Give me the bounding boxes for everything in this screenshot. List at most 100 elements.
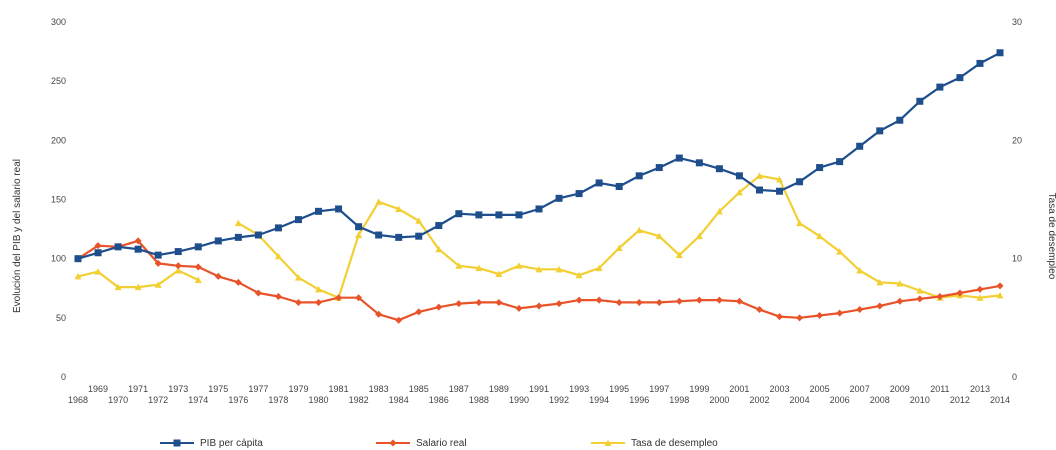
series-1-point-46 <box>996 282 1004 290</box>
legend: PIB per cápita Salario real Tasa de desemp… <box>160 438 718 449</box>
x-tick-label-lower-22: 2012 <box>950 395 970 405</box>
series-0-point-45 <box>976 59 984 67</box>
series-0-point-36 <box>796 178 804 186</box>
y-axis-title: Evolución del PIB y del salario real <box>12 159 23 313</box>
series-2-point-5 <box>174 267 182 274</box>
series-0-point-8 <box>234 233 242 241</box>
y2-tick-label-3: 30 <box>1012 17 1022 27</box>
left-axis-ticks: 0 50 100 150 200 250 300 <box>51 17 66 382</box>
series-1-point-17 <box>415 308 423 316</box>
x-tick-label-lower-11: 1990 <box>509 395 529 405</box>
x-tick-label-upper-21: 2011 <box>930 384 949 394</box>
x-tick-label-upper-22: 2013 <box>970 384 990 394</box>
series-line-2 <box>77 174 1001 299</box>
x-axis-ticks: 1969 1971 1973 1975 1977 1979 1981 1983 1985 1987… <box>68 384 1010 405</box>
series-1-point-42 <box>916 295 924 303</box>
series-0-point-15 <box>375 231 383 239</box>
x-tick-label-upper-9: 1987 <box>449 384 469 394</box>
x-tick-label-lower-19: 2006 <box>830 395 850 405</box>
series-1-point-36 <box>796 314 804 322</box>
series-1-point-45 <box>976 285 984 293</box>
series-0-point-42 <box>916 97 924 105</box>
x-tick-label-upper-3: 1975 <box>208 384 228 394</box>
series-1-point-39 <box>856 306 864 314</box>
series-2-point-41 <box>896 280 904 287</box>
x-tick-label-upper-1: 1971 <box>128 384 148 394</box>
series-0-point-35 <box>776 187 784 195</box>
x-tick-label-lower-23: 2014 <box>990 395 1010 405</box>
series-1-point-26 <box>595 296 603 304</box>
series-2-point-36 <box>796 219 804 227</box>
series-2-point-22 <box>515 262 523 269</box>
series-2 <box>74 172 1004 301</box>
x-tick-label-lower-16: 2000 <box>709 395 729 405</box>
series-0-point-3 <box>134 245 142 253</box>
x-tick-label-upper-4: 1977 <box>248 384 268 394</box>
series-0-point-26 <box>595 179 603 187</box>
series-0-point-10 <box>274 224 282 232</box>
legend-marker-2 <box>604 439 612 446</box>
series-0-point-33 <box>735 172 743 180</box>
series-2-point-46 <box>996 291 1004 299</box>
series-2-point-2 <box>114 283 122 291</box>
series-2-point-24 <box>555 265 563 273</box>
series-2-point-45 <box>976 294 984 301</box>
series-2-point-40 <box>876 278 884 286</box>
x-tick-label-upper-15: 1999 <box>689 384 709 394</box>
x-tick-label-upper-18: 2005 <box>810 384 830 394</box>
series-0-point-40 <box>876 127 884 135</box>
x-tick-label-upper-12: 1993 <box>569 384 589 394</box>
x-tick-label-upper-6: 1981 <box>329 384 349 394</box>
x-tick-label-lower-12: 1992 <box>549 395 569 405</box>
y2-tick-label-1: 10 <box>1012 254 1022 264</box>
x-tick-label-upper-19: 2007 <box>850 384 870 394</box>
y-tick-label-3: 150 <box>51 195 66 205</box>
series-2-point-10 <box>274 252 282 260</box>
series-2-point-11 <box>294 274 302 281</box>
y2-tick-label-2: 20 <box>1012 135 1022 145</box>
series-0-point-14 <box>355 223 363 231</box>
x-tick-label-lower-13: 1994 <box>589 395 609 405</box>
series-0-point-17 <box>415 232 423 240</box>
series-0-point-41 <box>896 116 904 124</box>
x-tick-label-lower-17: 2002 <box>749 395 769 405</box>
x-tick-label-upper-5: 1979 <box>288 384 308 394</box>
x-tick-label-upper-13: 1995 <box>609 384 629 394</box>
series-1-point-29 <box>655 298 663 306</box>
x-tick-label-lower-8: 1984 <box>389 395 409 405</box>
x-tick-label-lower-15: 1998 <box>669 395 689 405</box>
series-1 <box>74 237 1004 324</box>
series-1-point-11 <box>294 298 302 306</box>
series-2-point-0 <box>74 272 82 280</box>
series-2-point-19 <box>455 262 463 269</box>
series-0-point-1 <box>94 249 102 257</box>
series-2-point-12 <box>315 285 323 293</box>
x-tick-label-lower-21: 2010 <box>910 395 930 405</box>
series-0-point-25 <box>575 190 583 198</box>
legend-marker-0 <box>173 439 181 447</box>
y-tick-label-2: 100 <box>51 254 66 264</box>
series-1-point-25 <box>575 296 583 304</box>
series-1-point-40 <box>876 302 884 310</box>
y2-axis-title: Tasa de desempleo <box>1046 193 1056 280</box>
series-2-point-15 <box>375 198 383 205</box>
x-tick-label-lower-6: 1980 <box>309 395 329 405</box>
series-0-point-31 <box>695 159 703 167</box>
series-2-point-34 <box>755 172 763 179</box>
series-0-point-19 <box>455 210 463 218</box>
series-0-point-24 <box>555 194 563 202</box>
series-1-point-28 <box>635 298 643 306</box>
series-0-point-9 <box>254 231 262 239</box>
y-tick-label-6: 300 <box>51 17 66 27</box>
series-1-point-35 <box>776 313 784 321</box>
series-1-point-1 <box>94 242 102 250</box>
series-2-point-25 <box>575 271 583 279</box>
series-0-point-6 <box>194 243 202 251</box>
series-2-point-42 <box>916 287 924 294</box>
series-1-point-16 <box>395 316 403 324</box>
x-tick-label-lower-20: 2008 <box>870 395 890 405</box>
series-1-point-6 <box>194 263 202 271</box>
series-2-point-20 <box>475 264 483 272</box>
x-tick-label-upper-10: 1989 <box>489 384 509 394</box>
